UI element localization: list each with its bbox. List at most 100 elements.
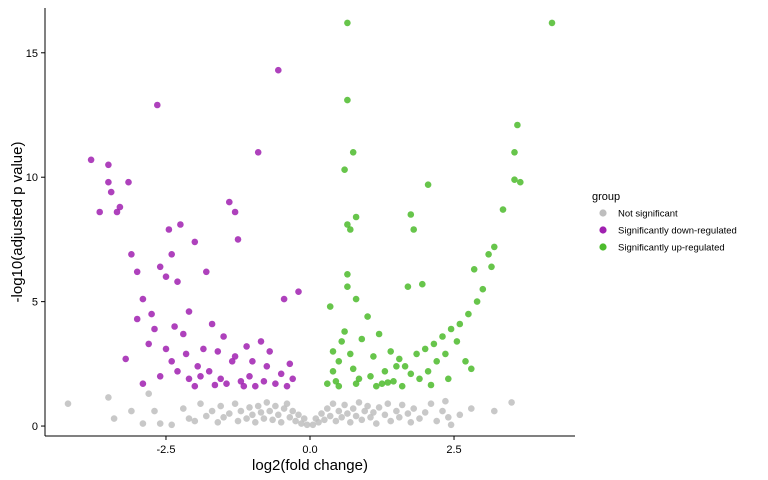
point-not-significant	[298, 420, 305, 427]
point-not-significant	[508, 399, 515, 406]
point-up-regulated	[329, 368, 337, 375]
point-down-regulated	[220, 333, 227, 340]
point-not-significant	[318, 410, 325, 417]
point-down-regulated	[266, 348, 274, 355]
point-up-regulated	[349, 365, 357, 373]
point-not-significant	[252, 419, 259, 426]
point-down-regulated	[240, 382, 248, 390]
point-up-regulated	[465, 310, 472, 318]
legend-item-down-regulated: Significantly down-regulated	[599, 226, 737, 237]
point-up-regulated	[335, 358, 343, 365]
point-down-regulated	[139, 380, 147, 388]
point-not-significant	[243, 415, 250, 422]
point-not-significant	[156, 420, 164, 427]
point-up-regulated	[398, 382, 406, 390]
point-up-regulated	[424, 368, 432, 375]
point-not-significant	[396, 414, 403, 421]
point-down-regulated	[171, 323, 178, 330]
point-not-significant	[280, 405, 288, 412]
point-not-significant	[269, 416, 276, 424]
point-not-significant	[295, 411, 302, 419]
point-down-regulated	[151, 325, 158, 333]
point-up-regulated	[453, 338, 461, 345]
point-not-significant	[145, 390, 152, 398]
point-not-significant	[347, 419, 354, 426]
point-down-regulated	[122, 355, 129, 363]
point-up-regulated	[485, 251, 492, 258]
point-not-significant	[370, 409, 377, 416]
point-down-regulated	[105, 178, 112, 186]
point-up-regulated	[511, 176, 518, 183]
point-not-significant	[329, 400, 337, 408]
point-up-regulated	[430, 340, 438, 348]
point-down-regulated	[116, 203, 124, 211]
point-not-significant	[416, 415, 423, 422]
point-up-regulated	[419, 280, 426, 288]
point-up-regulated	[445, 375, 452, 383]
point-not-significant	[361, 407, 369, 415]
point-down-regulated	[205, 368, 213, 375]
point-up-regulated	[447, 325, 455, 333]
point-not-significant	[203, 412, 210, 420]
data-points	[64, 19, 556, 429]
point-not-significant	[421, 409, 429, 416]
point-up-regulated	[358, 335, 366, 343]
point-not-significant	[398, 401, 406, 409]
point-up-regulated	[421, 345, 429, 353]
point-not-significant	[266, 407, 274, 415]
ticks: -2.5 0.0 2.5 0 5 10 15	[26, 48, 462, 456]
point-down-regulated	[185, 375, 193, 383]
point-not-significant	[335, 407, 343, 415]
point-up-regulated	[393, 363, 400, 370]
y-tick-label: 5	[32, 297, 38, 309]
point-not-significant	[358, 416, 366, 424]
point-not-significant	[292, 417, 299, 425]
point-up-regulated	[470, 266, 478, 273]
x-axis-title: log2(fold change)	[252, 457, 368, 474]
point-down-regulated	[277, 370, 285, 378]
point-not-significant	[303, 421, 311, 429]
point-not-significant	[191, 417, 199, 425]
legend-item-up-regulated: Significantly up-regulated	[599, 243, 725, 254]
point-up-regulated	[344, 96, 351, 104]
point-up-regulated	[341, 328, 348, 335]
point-down-regulated	[180, 330, 187, 338]
point-up-regulated	[347, 350, 354, 358]
point-not-significant	[309, 421, 317, 429]
point-not-significant	[324, 405, 331, 412]
point-up-regulated	[517, 178, 524, 186]
point-down-regulated	[194, 363, 201, 370]
point-not-significant	[338, 414, 346, 421]
point-up-regulated	[468, 365, 475, 373]
point-down-regulated	[252, 382, 259, 390]
point-down-regulated	[226, 198, 233, 206]
point-not-significant	[220, 414, 227, 421]
point-not-significant	[283, 400, 291, 408]
point-down-regulated	[237, 378, 245, 385]
point-down-regulated	[156, 263, 164, 271]
point-not-significant	[110, 415, 118, 422]
point-not-significant	[439, 407, 446, 415]
point-not-significant	[491, 407, 498, 415]
point-not-significant	[226, 410, 233, 417]
point-not-significant	[254, 402, 262, 410]
point-up-regulated	[396, 355, 403, 363]
point-not-significant	[456, 411, 464, 419]
point-up-regulated	[442, 350, 449, 358]
point-up-regulated	[378, 380, 386, 388]
point-down-regulated	[168, 251, 175, 258]
point-up-regulated	[329, 348, 337, 355]
legend-label-not-significant: Not significant	[618, 209, 678, 220]
point-up-regulated	[352, 380, 360, 388]
point-not-significant	[231, 400, 239, 408]
legend-item-not-significant: Not significant	[599, 209, 678, 220]
point-up-regulated	[433, 358, 441, 365]
point-down-regulated	[125, 178, 132, 186]
point-down-regulated	[295, 288, 302, 296]
point-up-regulated	[413, 350, 420, 358]
point-down-regulated	[260, 378, 268, 385]
point-down-regulated	[200, 345, 207, 353]
point-down-regulated	[191, 238, 199, 246]
legend-label-up-regulated: Significantly up-regulated	[618, 243, 725, 254]
